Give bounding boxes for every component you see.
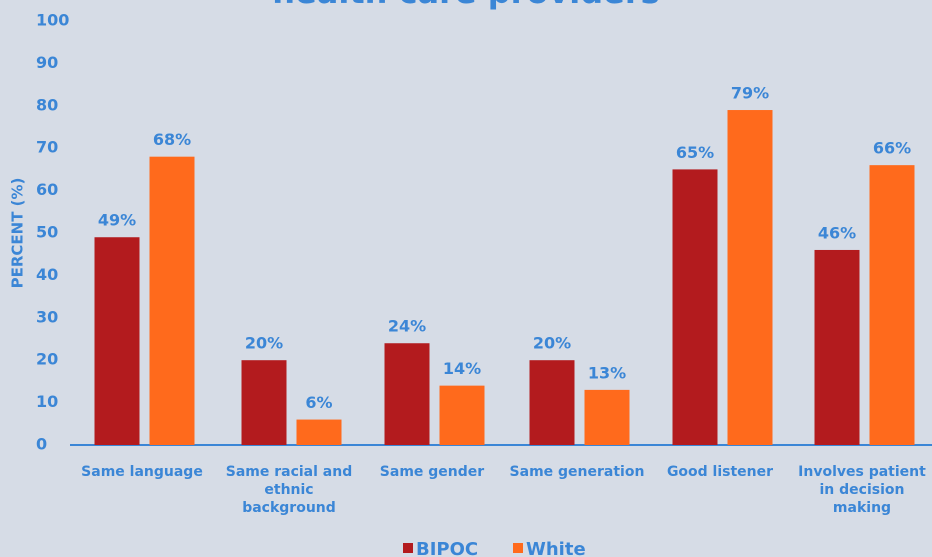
y-tick-label: 60 — [36, 180, 58, 199]
value-label: 14% — [443, 359, 481, 378]
value-label: 65% — [676, 143, 714, 162]
bar — [584, 389, 630, 445]
bar — [94, 237, 140, 445]
y-tick-label: 30 — [36, 307, 58, 326]
y-tick-label: 40 — [36, 265, 58, 284]
bar — [529, 360, 575, 445]
y-tick-label: 0 — [36, 435, 47, 454]
y-tick-label: 50 — [36, 223, 58, 242]
legend-label: White — [526, 539, 586, 557]
value-label: 24% — [388, 317, 426, 336]
legend-label: BIPOC — [416, 539, 478, 557]
bar — [814, 249, 860, 445]
bar — [241, 360, 287, 445]
chart-title: health care providers — [272, 0, 659, 11]
bar — [672, 169, 718, 445]
x-tick-label: Same generation — [509, 464, 645, 480]
y-axis-label: PERCENT (%) — [9, 178, 27, 289]
legend-swatch — [513, 543, 523, 553]
y-tick-label: 70 — [36, 138, 58, 157]
y-tick-label: 80 — [36, 95, 58, 114]
value-label: 66% — [873, 139, 911, 158]
x-tick-label: Good listener — [666, 464, 774, 480]
y-tick-label: 10 — [36, 392, 58, 411]
value-label: 6% — [305, 393, 332, 412]
value-label: 46% — [818, 223, 856, 242]
legend-swatch — [403, 543, 413, 553]
value-label: 20% — [533, 334, 571, 353]
value-label: 79% — [731, 84, 769, 103]
value-label: 49% — [98, 211, 136, 230]
bar — [439, 385, 485, 445]
bar — [869, 165, 915, 445]
x-tick-label: Same language — [81, 464, 203, 480]
x-tick-label: Same racial and ethnic background — [225, 464, 353, 516]
value-label: 20% — [245, 334, 283, 353]
bar — [727, 110, 773, 445]
x-tick-label: Same gender — [379, 464, 485, 480]
bar — [384, 343, 430, 445]
value-label: 68% — [153, 130, 191, 149]
bar — [296, 419, 342, 445]
y-tick-label: 20 — [36, 350, 58, 369]
y-tick-label: 90 — [36, 53, 58, 72]
bar — [149, 156, 195, 445]
x-tick-label: Involves patient in decision making — [798, 464, 926, 516]
y-tick-label: 100 — [36, 11, 69, 30]
value-label: 13% — [588, 363, 626, 382]
